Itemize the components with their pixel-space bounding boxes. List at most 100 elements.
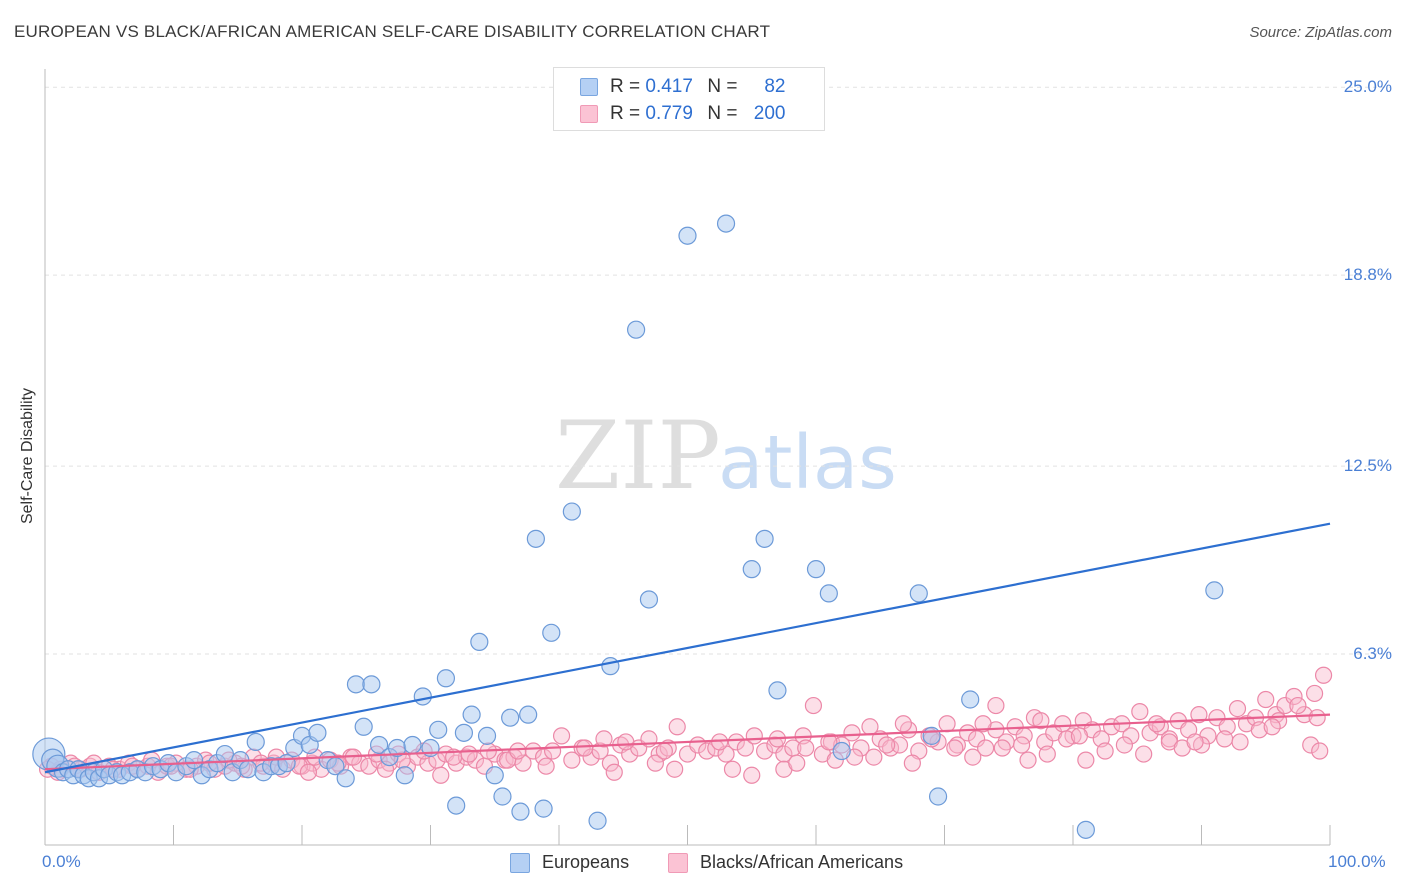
black-data-point [968,730,986,748]
black-data-point [1308,709,1326,727]
black-data-point [1038,745,1056,763]
european-data-point [477,726,497,745]
european-data-point [462,705,481,724]
black-data-point [509,742,527,760]
european-data-point [485,766,504,785]
black-data-point [1141,724,1159,742]
european-data-point [454,723,474,742]
european-data-point [215,744,234,764]
black-data-point [1186,733,1204,751]
european-data-point [362,675,381,694]
black-swatch [580,105,598,123]
european-data-point [1076,820,1095,839]
y-tick-label: 25.0% [1343,77,1392,97]
european-data-point [354,717,373,736]
watermark-atlas: atlas [718,420,897,506]
black-data-point [788,754,806,772]
black-data-point [1263,718,1281,736]
black-trend-line [44,713,1331,771]
black-data-point [1147,715,1166,733]
x-tick-min: 0.0% [42,852,81,871]
black-data-point [595,730,613,748]
black-data-point [1077,751,1095,769]
black-data-point [1231,733,1249,751]
european-data-point [742,560,761,579]
black-data-point [1257,690,1275,709]
black-data-point [948,736,966,754]
european-data-point [909,584,928,603]
black-data-point [1019,751,1037,769]
european-data-point [436,669,456,688]
black-data-point [1276,696,1294,715]
source-label: Source: ZipAtlas.com [1249,24,1392,41]
black-data-point [987,696,1005,715]
black-data-point [668,718,686,736]
black-data-point [903,754,921,772]
black-data-point [1250,721,1268,739]
european-series-points [32,214,1224,839]
black-data-point [946,739,964,757]
legend-r-value: 0.417 [645,76,693,97]
black-data-point [1302,736,1320,754]
black-data-point [537,757,555,775]
legend-row-european: R = 0.417 N = 82 [580,75,786,99]
black-data-point [894,715,912,733]
european-data-point [395,766,414,785]
black-data-point [666,760,684,778]
axes [44,69,1331,846]
black-data-point [582,748,600,766]
black-data-point [964,748,982,766]
european-data-point [601,657,620,676]
black-data-point [1115,736,1134,754]
european-data-point [403,735,422,755]
black-data-point [466,751,485,769]
european-data-point [246,732,265,752]
black-swatch [668,852,688,873]
black-data-point [460,745,478,763]
european-data-point [928,787,948,806]
black-data-point [1096,742,1114,760]
correlation-legend: R = 0.417 N = 82 R = 0.779 N = 200 [553,67,825,131]
black-data-point [698,742,716,760]
black-data-point [974,715,992,733]
black-data-point [797,739,815,757]
black-data-point [1228,699,1247,718]
european-data-point [501,708,520,727]
black-data-point [865,748,883,766]
black-data-point [1032,712,1050,730]
black-data-point [1314,666,1333,684]
black-data-point [1070,727,1089,745]
black-data-point [1131,703,1149,721]
x-tick-max: 100.0% [1328,852,1386,871]
black-data-point [552,727,571,745]
black-data-point [727,733,745,751]
black-data-point [655,742,673,760]
black-data-point [563,751,581,769]
european-data-point [519,705,538,724]
legend-n-value: 200 [753,103,786,124]
european-swatch [510,852,530,873]
black-data-point [890,736,909,754]
european-data-point [429,720,448,739]
black-data-point [804,696,823,715]
black-data-point [576,739,594,757]
black-data-point [432,766,450,784]
black-data-point [617,733,635,751]
european-data-point [588,811,607,830]
european-data-point [678,226,697,245]
bottom-legend-black-label: Blacks/African Americans [700,852,904,872]
legend-r-label: R = [610,103,641,124]
black-data-point [457,748,476,766]
european-data-point [1205,581,1224,600]
european-data-point [922,726,941,745]
european-data-point [277,754,296,773]
black-data-point [743,766,761,784]
black-data-point [1285,687,1303,706]
european-data-point [832,741,851,761]
european-data-point [447,796,466,815]
european-data-point [493,787,512,806]
black-data-point [993,739,1011,757]
european-swatch [580,78,598,96]
black-data-point [646,754,664,772]
